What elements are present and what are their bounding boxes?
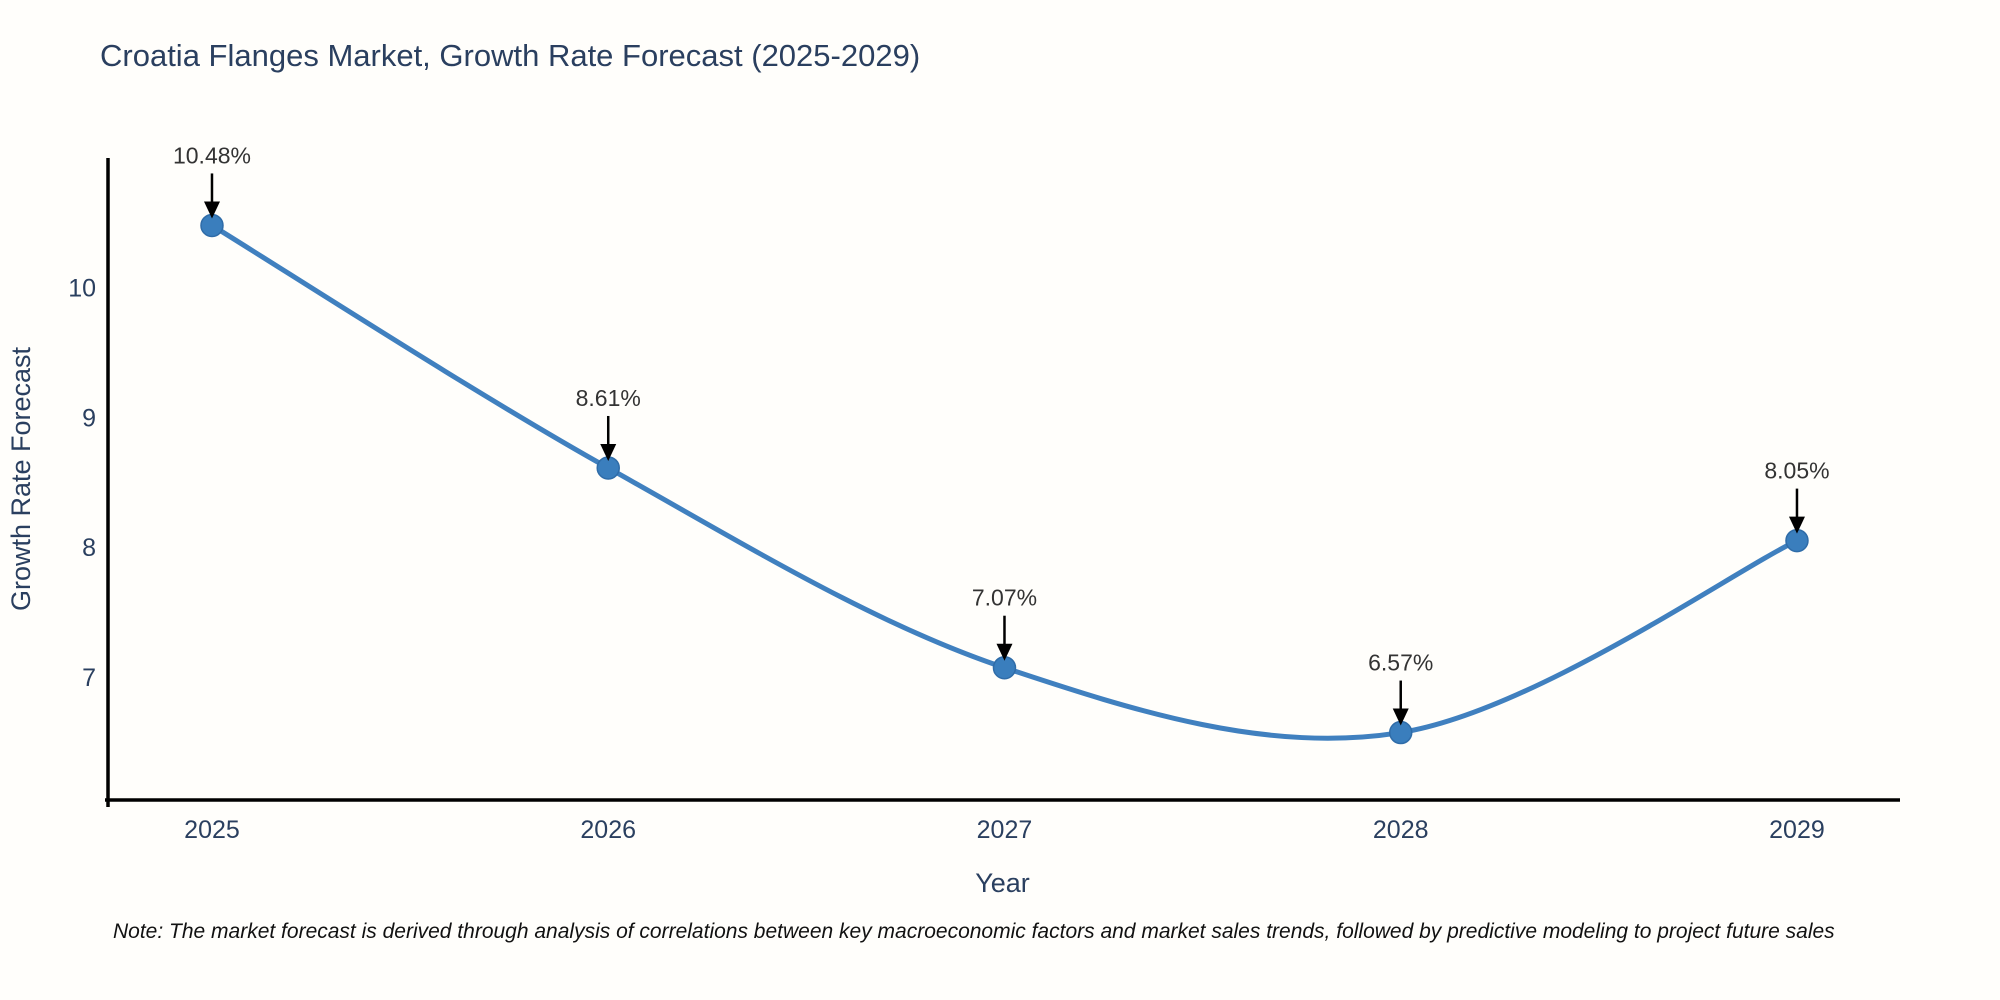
y-tick-label: 8: [82, 534, 96, 562]
x-tick-label: 2029: [1769, 816, 1825, 844]
annotation-arrow-head: [996, 643, 1013, 661]
x-tick-label: 2026: [580, 816, 636, 844]
data-point-label: 8.61%: [576, 385, 641, 411]
y-tick-label: 9: [82, 404, 96, 432]
y-tick-label: 10: [68, 275, 96, 303]
x-tick-label: 2027: [977, 816, 1033, 844]
y-tick-label: 7: [82, 664, 96, 692]
data-point-label: 8.05%: [1764, 458, 1829, 484]
x-axis-title: Year: [975, 868, 1030, 898]
data-point-label: 6.57%: [1368, 650, 1433, 676]
y-axis-title: Growth Rate Forecast: [6, 346, 36, 611]
data-point-label: 7.07%: [972, 585, 1037, 611]
chart-title: Croatia Flanges Market, Growth Rate Fore…: [100, 38, 921, 73]
x-tick-label: 2028: [1373, 816, 1429, 844]
x-tick-label: 2025: [184, 816, 240, 844]
annotation-arrow-head: [1392, 708, 1409, 726]
annotation-arrow-head: [203, 201, 220, 219]
annotation-arrow-head: [1788, 516, 1805, 534]
footnote: Note: The market forecast is derived thr…: [113, 920, 1835, 943]
annotation-arrow-head: [600, 443, 617, 461]
data-point-label: 10.48%: [173, 142, 251, 168]
